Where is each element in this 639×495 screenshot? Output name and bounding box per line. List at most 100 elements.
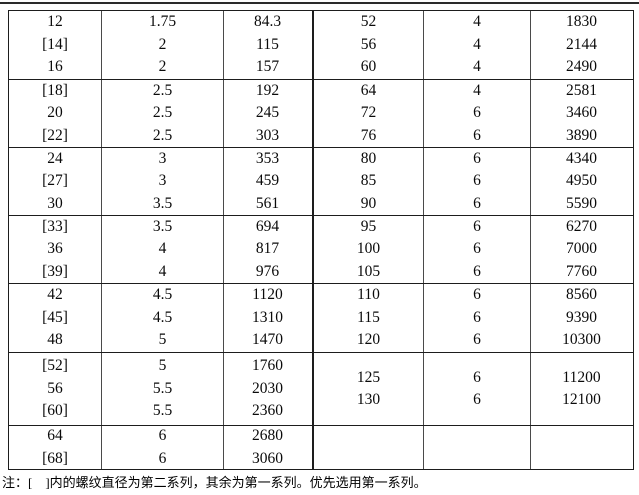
- cell-value: 1830: [566, 13, 597, 31]
- table-cell: 353 459 561: [223, 148, 311, 215]
- cell-value: 6: [473, 240, 481, 258]
- cell-value: [39]: [42, 262, 68, 280]
- cell-value: 5590: [566, 194, 597, 212]
- table-cell: 2.5 2.5 2.5: [101, 80, 223, 147]
- table-cell: 4.5 4.5 5: [101, 284, 223, 352]
- table-cell: 2680 3060: [223, 426, 311, 469]
- table-cell: 84.3 115 157: [223, 11, 311, 79]
- cell-value: 84.3: [253, 13, 282, 31]
- table-row-group: [33] 36 [39] 3.5 4 4 694 817 976: [9, 215, 312, 283]
- cell-value: 4.5: [152, 308, 173, 326]
- cell-value: 85: [360, 172, 377, 190]
- table-cell: 11200 12100: [530, 353, 632, 425]
- table-cell: 1.75 2 2: [101, 11, 223, 79]
- table-row-group: 64 72 76 4 6 6 2581 3460 3890: [314, 79, 633, 147]
- table-cell: 4340 4950 5590: [530, 148, 632, 215]
- subtable-right: 52 56 60 4 4 4 1830 2144 2490 64 72 76 4 6 6 2581 3460 38…: [313, 10, 634, 470]
- cell-value: 2581: [566, 81, 597, 99]
- cell-value: 3.5: [152, 217, 173, 235]
- table-cell: 8560 9390 10300: [530, 284, 632, 352]
- cell-value: 1470: [252, 331, 283, 349]
- cell-value: [27]: [42, 172, 68, 190]
- cell-value: 6: [473, 368, 481, 386]
- cell-value: 5: [158, 357, 167, 375]
- table-cell: 125 130: [314, 353, 423, 425]
- table-cell: 4 4 4: [423, 11, 530, 79]
- cell-value: [18]: [42, 81, 68, 99]
- table-cell: 64 [68]: [9, 426, 101, 469]
- table-cell: 64 72 76: [314, 80, 423, 147]
- cell-value: 20: [47, 104, 63, 122]
- cell-value: 192: [255, 81, 280, 99]
- cell-value: 11200: [562, 368, 601, 386]
- cell-value: [14]: [42, 35, 68, 53]
- cell-value: 95: [360, 217, 377, 235]
- cell-value: 64: [360, 81, 377, 99]
- table-cell: 95 100 105: [314, 216, 423, 283]
- cell-value: 1310: [252, 308, 283, 326]
- table-row-group: 110 115 120 6 6 6 8560 9390 10300: [314, 283, 633, 352]
- table-row-group: [314, 425, 633, 469]
- cell-value: 2.5: [152, 104, 173, 122]
- table-cell: [52] 56 [60]: [9, 353, 101, 425]
- cell-value: 5.5: [152, 402, 173, 420]
- cell-value: 6270: [566, 217, 597, 235]
- cell-value: 42: [47, 286, 63, 304]
- table-cell: 6 6 6: [423, 284, 530, 352]
- table-cell: 6270 7000 7760: [530, 216, 632, 283]
- cell-value: 125: [356, 368, 381, 386]
- cell-value: 52: [360, 13, 377, 31]
- cell-value: 6: [158, 449, 167, 467]
- table-cell: 6 6 6: [423, 216, 530, 283]
- cell-value: 10300: [562, 331, 601, 349]
- cell-value: 115: [357, 308, 380, 326]
- cell-value: 1120: [252, 286, 283, 304]
- table-cell: [33] 36 [39]: [9, 216, 101, 283]
- table-row-group: 12 [14] 16 1.75 2 2 84.3 115 157: [9, 11, 312, 79]
- cell-value: 6: [473, 262, 481, 280]
- table-cell: 6 6 6: [423, 148, 530, 215]
- cell-value: 6: [473, 149, 481, 167]
- cell-value: 2.5: [152, 126, 173, 144]
- cell-value: 2: [158, 35, 167, 53]
- cell-value: 3460: [566, 104, 597, 122]
- cell-value: 120: [356, 331, 381, 349]
- cell-value: [22]: [42, 126, 68, 144]
- cell-value: 80: [360, 149, 377, 167]
- cell-value: 110: [357, 286, 380, 304]
- cell-value: 6: [473, 308, 481, 326]
- cell-value: 4340: [566, 149, 597, 167]
- table-cell: [314, 426, 423, 469]
- cell-value: 303: [255, 126, 280, 144]
- cell-value: 976: [255, 262, 280, 280]
- cell-value: 6: [473, 331, 481, 349]
- table-cell: 3 3 3.5: [101, 148, 223, 215]
- table-cell: 1830 2144 2490: [530, 11, 632, 79]
- cell-value: 6: [473, 217, 481, 235]
- cell-value: 12100: [562, 391, 601, 408]
- cell-value: 100: [356, 240, 381, 258]
- cell-value: 115: [256, 35, 279, 53]
- cell-value: 2030: [252, 379, 283, 397]
- cell-value: 76: [360, 126, 377, 144]
- table-cell: 1120 1310 1470: [223, 284, 311, 352]
- cell-value: 6: [473, 104, 481, 122]
- cell-value: 6: [473, 172, 481, 190]
- table-cell: 24 [27] 30: [9, 148, 101, 215]
- cell-value: 105: [356, 262, 381, 280]
- cell-value: 561: [255, 194, 280, 212]
- cell-value: 2: [158, 58, 167, 76]
- cell-value: 2144: [566, 35, 597, 53]
- cell-value: [60]: [42, 402, 68, 420]
- table-cell: 1760 2030 2360: [223, 353, 311, 425]
- cell-value: 3.5: [152, 194, 173, 212]
- cell-value: [52]: [42, 357, 68, 375]
- cell-value: 3: [158, 172, 167, 190]
- footnote: 注：[ ]内的螺纹直径为第二系列，其余为第一系列。优先选用第一系列。: [2, 475, 427, 490]
- table-row-group: [18] 20 [22] 2.5 2.5 2.5 192 245 303: [9, 79, 312, 147]
- table-cell: [18] 20 [22]: [9, 80, 101, 147]
- table-cell: 52 56 60: [314, 11, 423, 79]
